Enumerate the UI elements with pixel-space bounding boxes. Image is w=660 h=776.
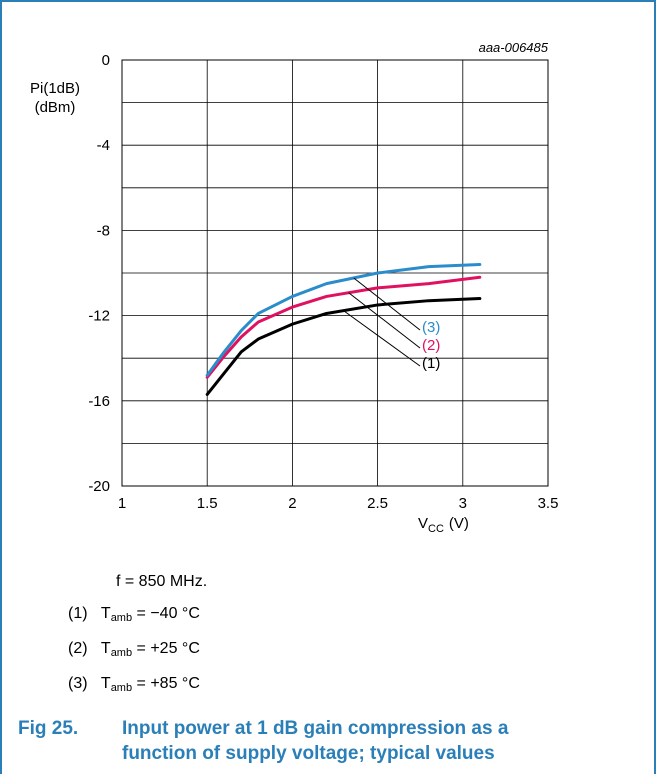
y-tick-label: -12 bbox=[88, 308, 110, 325]
y-tick-label: -4 bbox=[97, 137, 110, 154]
x-tick-label: 2 bbox=[288, 495, 296, 512]
caption-line1: Input power at 1 dB gain compression as … bbox=[122, 718, 509, 739]
legend-label-3: (3) bbox=[422, 319, 440, 336]
legend-label-1: (1) bbox=[422, 355, 440, 372]
x-tick-label: 2.5 bbox=[367, 495, 388, 512]
figure-caption: Fig 25. Input power at 1 dB gain compress… bbox=[18, 716, 648, 767]
note-subscript: amb bbox=[110, 612, 133, 624]
y-tick-label: -20 bbox=[88, 478, 110, 495]
note-subscript: amb bbox=[110, 647, 133, 659]
y-axis-label-line2: (dBm) bbox=[35, 99, 76, 116]
x-tick-label: 3 bbox=[459, 495, 467, 512]
tick-labels: 1 1.5 2 2.5 3 3.5 0 -4 -8 -12 -16 -20 bbox=[88, 52, 558, 512]
figure-number: Fig 25. bbox=[18, 718, 79, 739]
note-subscript: amb bbox=[110, 682, 133, 694]
series-line-3 bbox=[205, 262, 482, 377]
x-tick-label: 1.5 bbox=[197, 495, 218, 512]
note-value: = +85 °C bbox=[132, 675, 200, 692]
y-axis-label-line1: Pi(1dB) bbox=[30, 80, 80, 97]
x-tick-label: 1 bbox=[118, 495, 126, 512]
grid bbox=[121, 59, 549, 487]
series-lines bbox=[205, 262, 482, 396]
note-number: (1) bbox=[68, 605, 88, 622]
y-tick-label: -8 bbox=[97, 222, 110, 239]
leader-line-1 bbox=[343, 310, 421, 367]
frequency-note: f = 850 MHz. bbox=[116, 573, 208, 590]
y-tick-label: -16 bbox=[88, 393, 110, 410]
series-line-2 bbox=[205, 275, 482, 379]
note-symbol: T bbox=[100, 605, 111, 622]
note-item-1: (1) Tamb = −40 °C bbox=[68, 605, 200, 624]
y-tick-label: 0 bbox=[102, 52, 110, 69]
note-symbol: T bbox=[100, 640, 111, 657]
legend-leaders bbox=[343, 277, 421, 367]
legend-label-2: (2) bbox=[422, 337, 440, 354]
note-value: = −40 °C bbox=[132, 605, 200, 622]
note-item-2: (2) Tamb = +25 °C bbox=[68, 640, 200, 659]
note-symbol: T bbox=[100, 675, 111, 692]
caption-line2: function of supply voltage; typical valu… bbox=[122, 743, 495, 765]
chart-svg: 1 1.5 2 2.5 3 3.5 0 -4 -8 -12 -16 -20 aaa-006485 Pi… bbox=[30, 40, 558, 535]
figure-id: aaa-006485 bbox=[479, 40, 549, 55]
leader-line-3 bbox=[353, 277, 421, 331]
x-tick-label: 3.5 bbox=[538, 495, 559, 512]
series-line-1 bbox=[205, 297, 482, 396]
note-number: (3) bbox=[68, 675, 88, 692]
x-axis-label: VCC (V) bbox=[418, 515, 469, 535]
note-number: (2) bbox=[68, 640, 88, 657]
note-value: = +25 °C bbox=[132, 640, 200, 657]
note-item-3: (3) Tamb = +85 °C bbox=[68, 675, 200, 694]
leader-line-2 bbox=[348, 292, 421, 349]
legend: (1)(2)(3) bbox=[422, 319, 440, 372]
